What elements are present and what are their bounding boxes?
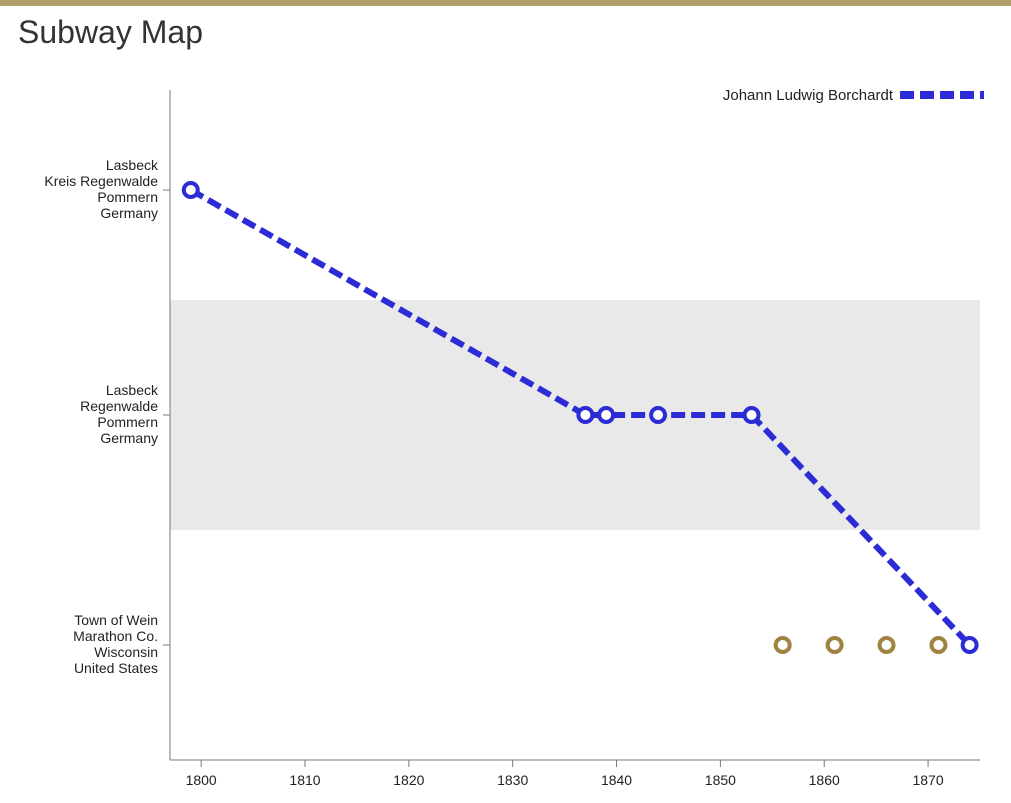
series-marker — [184, 183, 198, 197]
page-title: Subway Map — [0, 6, 1011, 51]
extra-marker — [931, 638, 945, 652]
y-tick-label: Lasbeck — [106, 157, 159, 173]
y-tick-label: Wisconsin — [94, 644, 158, 660]
y-tick-label: Regenwalde — [80, 398, 158, 414]
y-tick-label: Germany — [100, 430, 158, 446]
x-tick-label: 1860 — [809, 772, 840, 788]
series-marker — [651, 408, 665, 422]
x-tick-label: 1840 — [601, 772, 632, 788]
x-tick-label: 1800 — [186, 772, 217, 788]
y-tick-label: United States — [74, 660, 158, 676]
y-tick-label: Germany — [100, 205, 158, 221]
subway-map-chart: 18001810182018301840185018601870LasbeckK… — [0, 60, 1011, 800]
x-tick-label: 1850 — [705, 772, 736, 788]
series-marker — [599, 408, 613, 422]
extra-marker — [828, 638, 842, 652]
chart-band — [170, 300, 980, 530]
series-marker — [963, 638, 977, 652]
x-tick-label: 1830 — [497, 772, 528, 788]
extra-marker — [776, 638, 790, 652]
series-marker — [745, 408, 759, 422]
chart-svg: 18001810182018301840185018601870LasbeckK… — [0, 60, 1011, 800]
x-tick-label: 1810 — [289, 772, 320, 788]
y-tick-label: Marathon Co. — [73, 628, 158, 644]
series-marker — [578, 408, 592, 422]
x-tick-label: 1870 — [912, 772, 943, 788]
y-tick-label: Lasbeck — [106, 382, 159, 398]
y-tick-label: Kreis Regenwalde — [44, 173, 158, 189]
y-tick-label: Pommern — [97, 414, 158, 430]
legend-label: Johann Ludwig Borchardt — [723, 87, 894, 104]
y-tick-label: Pommern — [97, 189, 158, 205]
x-tick-label: 1820 — [393, 772, 424, 788]
y-tick-label: Town of Wein — [74, 612, 158, 628]
extra-marker — [880, 638, 894, 652]
